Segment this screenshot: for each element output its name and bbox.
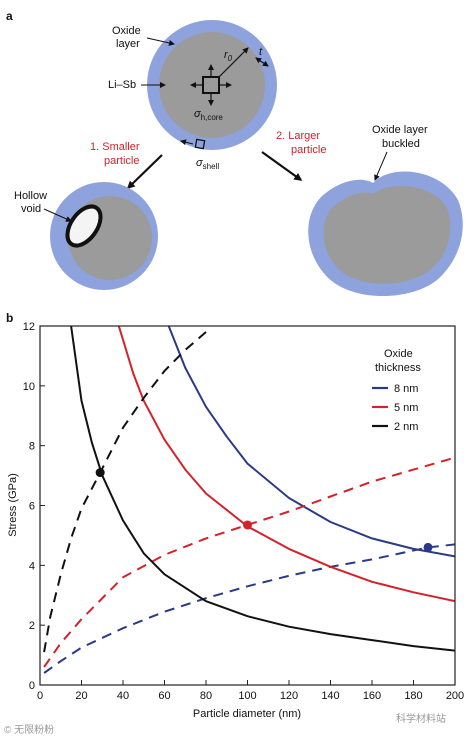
x-tick-label: 100 <box>238 690 256 702</box>
series-2nm-solid-line <box>70 326 455 652</box>
x-tick-label: 200 <box>446 690 464 702</box>
large-particle-core <box>323 185 451 284</box>
hollow-void-label-line2: void <box>21 203 41 215</box>
oxide-layer-pointer <box>146 37 175 46</box>
panel-a: a r0 σh,core t σshell Oxide layer Li–Sb … <box>6 9 463 297</box>
panel-b: b Stress (GPa) Particle diameter (nm) 0 2… <box>4 311 464 736</box>
larger-particle-label-line1: 2. Larger <box>276 130 320 142</box>
chart-intersections <box>95 468 433 552</box>
thickness-arrow <box>255 57 269 67</box>
y-tick-label: 6 <box>29 501 35 513</box>
series-2nm-dashed-line <box>43 331 207 653</box>
series-5nm-solid-line <box>117 326 455 603</box>
x-tick-label: 160 <box>363 690 381 702</box>
y-tick-label: 2 <box>29 620 35 632</box>
y-ticks: 0 2 4 6 8 10 12 <box>23 321 45 692</box>
legend-entry-label: 2 nm <box>394 421 418 433</box>
panel-a-label: a <box>6 9 13 23</box>
arrow-to-smaller <box>126 154 163 190</box>
y-tick-label: 0 <box>29 680 35 692</box>
x-ticks: 0 20 40 60 80 100 120 140 160 180 200 <box>37 680 464 702</box>
core-label: Li–Sb <box>108 79 136 91</box>
larger-particle-label-line2: particle <box>291 144 326 156</box>
legend: Oxide thickness 8 nm 5 nm 2 nm <box>372 348 421 433</box>
hollow-void-label-line1: Hollow <box>14 190 47 202</box>
legend-title-line2: thickness <box>375 362 421 374</box>
hollow-void-pointer <box>43 208 72 222</box>
panel-b-label: b <box>6 311 13 325</box>
watermark-right: 科学材料站 <box>396 712 446 725</box>
x-tick-label: 120 <box>280 690 298 702</box>
oxide-layer-label-line1: Oxide <box>112 25 141 37</box>
x-tick-label: 20 <box>75 690 87 702</box>
x-tick-label: 140 <box>321 690 339 702</box>
oxide-layer-label-line2: layer <box>116 38 140 50</box>
x-tick-label: 0 <box>37 690 43 702</box>
buckled-label-line1: Oxide layer <box>372 124 428 136</box>
buckled-pointer <box>374 151 388 181</box>
y-tick-label: 10 <box>23 381 35 393</box>
watermark-left: © 无限粉粉 <box>4 723 54 736</box>
x-axis-label: Particle diameter (nm) <box>193 708 301 720</box>
smaller-particle-label-line1: 1. Smaller <box>90 141 140 153</box>
chart-series <box>43 326 455 674</box>
y-tick-label: 8 <box>29 441 35 453</box>
particle-li-sb-core <box>159 32 265 138</box>
hollow-void <box>65 204 103 248</box>
radius-arrow <box>218 47 249 78</box>
plot-frame <box>39 325 456 686</box>
intersection-point <box>243 520 252 530</box>
sigma-core-label: σh,core <box>194 108 223 122</box>
series-8nm-solid-line <box>167 326 455 558</box>
smaller-particle-label-line2: particle <box>104 155 139 167</box>
x-tick-label: 80 <box>200 690 212 702</box>
y-tick-label: 12 <box>23 321 35 333</box>
intersection-point <box>423 542 433 552</box>
y-axis-label: Stress (GPa) <box>7 473 19 537</box>
buckled-label-line2: buckled <box>382 138 420 150</box>
x-tick-label: 60 <box>158 690 170 702</box>
series-8nm-dashed-line <box>43 543 455 674</box>
x-tick-label: 180 <box>404 690 422 702</box>
legend-title-line1: Oxide <box>384 348 413 360</box>
legend-entry-label: 8 nm <box>394 383 418 395</box>
r0-label: r0 <box>224 49 233 63</box>
legend-entry-label: 5 nm <box>394 402 418 414</box>
intersection-point <box>95 468 105 478</box>
arrow-to-larger <box>261 151 303 181</box>
series-5nm-dashed-line <box>43 456 455 668</box>
sigma-shell-label: σshell <box>196 157 219 171</box>
y-tick-label: 4 <box>29 560 35 572</box>
legend-entries: 8 nm 5 nm 2 nm <box>372 383 418 433</box>
x-tick-label: 40 <box>117 690 129 702</box>
thickness-label: t <box>259 46 263 58</box>
shell-stress-arrow <box>180 139 194 146</box>
shell-stress-element <box>194 138 206 150</box>
